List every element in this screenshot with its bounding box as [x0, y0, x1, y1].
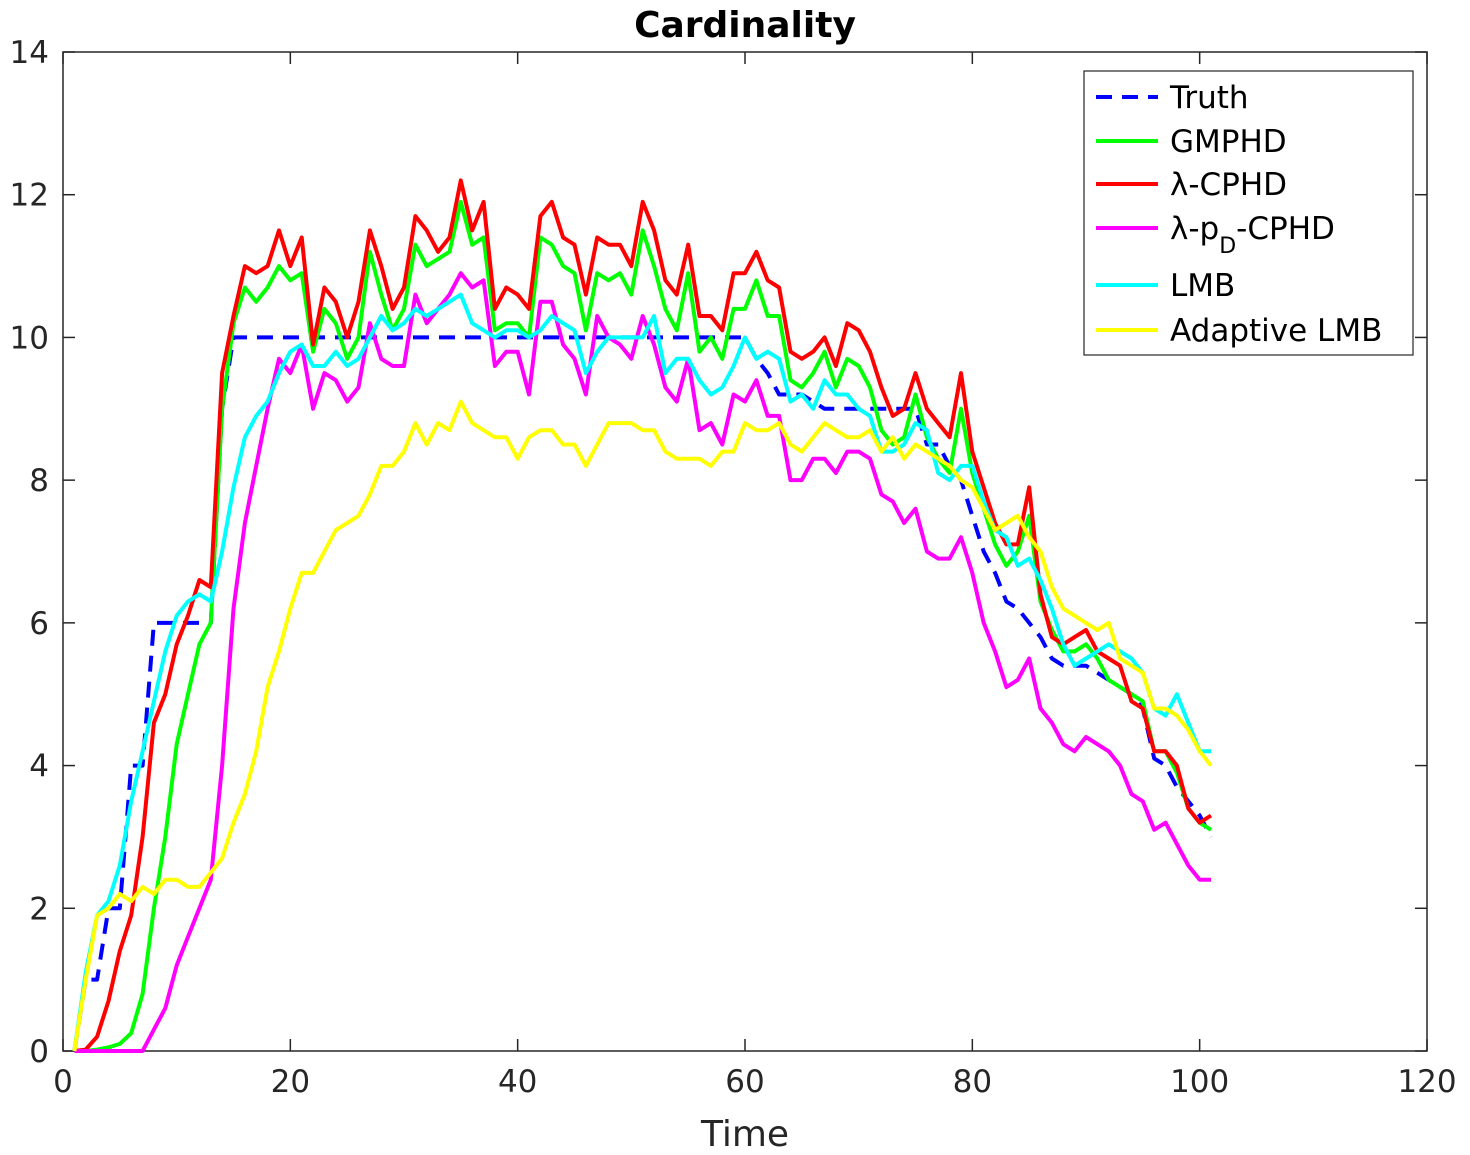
- y-tick-label: 2: [29, 891, 49, 927]
- y-tick-label: 8: [29, 463, 49, 499]
- series-line-4: [72, 292, 1211, 1052]
- x-tick-label: 20: [271, 1064, 310, 1100]
- legend-label: LMB: [1170, 268, 1235, 304]
- legend-label: Adaptive LMB: [1170, 313, 1382, 349]
- legend-label: GMPHD: [1170, 124, 1287, 160]
- series-lines: [72, 178, 1213, 1053]
- series-line-3: [74, 271, 1211, 1053]
- legend-label: λ-CPHD: [1170, 167, 1287, 203]
- series-line-5: [72, 399, 1213, 1052]
- y-tick-label: 6: [29, 606, 49, 642]
- legend-box: [1083, 70, 1414, 356]
- series-line-1: [74, 199, 1213, 1053]
- y-tick-label: 0: [29, 1034, 49, 1070]
- y-tick-label: 4: [29, 749, 49, 785]
- x-tick-label: 120: [1397, 1064, 1456, 1100]
- legend-label-part: -CPHD: [1236, 211, 1335, 247]
- legend-label: Truth: [1169, 80, 1249, 116]
- x-tick-label: 60: [725, 1064, 764, 1100]
- x-axis-label: Time: [700, 1114, 789, 1155]
- y-tick-label: 12: [10, 178, 49, 214]
- x-tick-label: 80: [953, 1064, 992, 1100]
- series-line-0: [72, 335, 1213, 1052]
- x-tick-label: 0: [53, 1064, 73, 1100]
- y-tick-label: 10: [10, 320, 49, 356]
- chart-title: Cardinality: [634, 5, 856, 46]
- legend-label: λ-pD-CPHD: [1170, 211, 1335, 259]
- legend-label-subscript: D: [1219, 234, 1236, 259]
- x-tick-label: 40: [498, 1064, 537, 1100]
- x-tick-label: 100: [1170, 1064, 1229, 1100]
- axis-ticks: 0 20 40 60 80 100 120 0 2 4 6 8 10 12 14: [10, 35, 1457, 1100]
- legend-label-part: λ-p: [1170, 211, 1219, 247]
- y-tick-label: 14: [10, 35, 49, 71]
